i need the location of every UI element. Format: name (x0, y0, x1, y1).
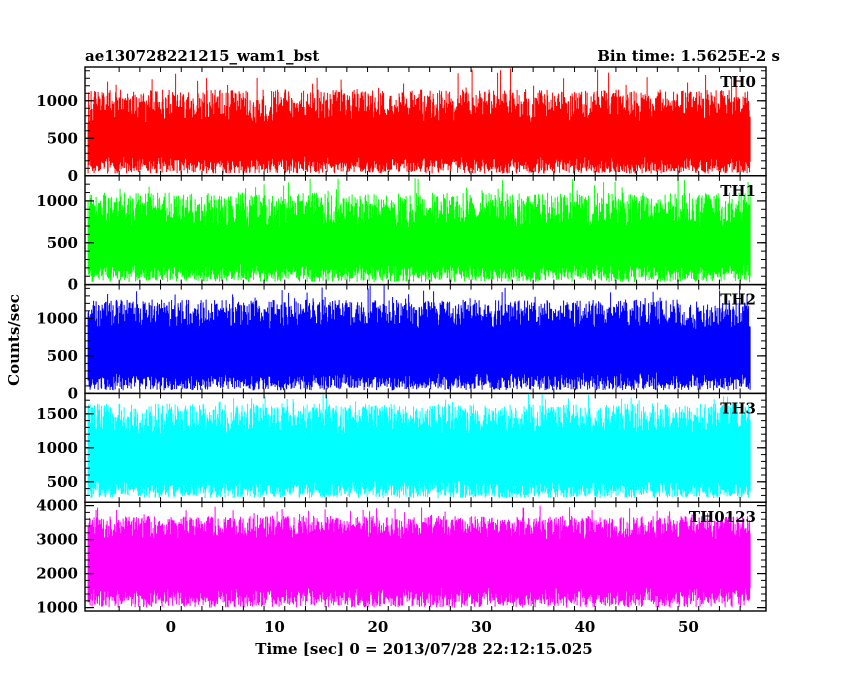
x-tick-label: 10 (264, 618, 285, 636)
panel-frame (84, 501, 767, 612)
y-tick-label: 3000 (36, 531, 78, 549)
y-tick-label: 1000 (36, 439, 78, 457)
panel-th0: 0 500 1000 TH0 (36, 66, 767, 185)
x-tick-label: 40 (574, 618, 595, 636)
y-tick-label: 1000 (36, 92, 78, 110)
y-tick-label: 0 (68, 384, 78, 402)
x-tick-label: 0 (166, 618, 176, 636)
y-tick-label: 0 (68, 167, 78, 185)
y-axis-label: Counts/sec (5, 294, 23, 386)
y-tick-label: 500 (47, 473, 78, 491)
series-th0 (87, 68, 751, 174)
y-tick-label: 1000 (36, 192, 78, 210)
y-tick-label: 1000 (36, 599, 78, 617)
y-tick-label: 0 (68, 276, 78, 294)
x-tick-label: 30 (471, 618, 492, 636)
y-tick-label: 500 (47, 129, 78, 147)
panel-th1: 0 500 1000 TH1 (36, 175, 767, 294)
series-th1 (87, 178, 751, 283)
y-tick-label: 4000 (36, 497, 78, 515)
y-tick-label: 500 (47, 347, 78, 365)
panel-th3: 500 1000 1500 TH3 (36, 392, 767, 503)
y-tick-label: 1500 (36, 405, 78, 423)
panel-label: TH1 (720, 182, 756, 200)
panel-label: TH0 (720, 73, 756, 91)
panel-label: TH3 (720, 399, 756, 417)
chart-title: ae130728221215_wam1_bst (85, 47, 319, 65)
bin-time-label: Bin time: 1.5625E-2 s (597, 47, 780, 65)
panel-th2: 0 500 1000 TH2 (36, 283, 767, 402)
panel-label: TH0123 (689, 508, 756, 526)
series-th3 (87, 393, 751, 499)
y-tick-label: 500 (47, 234, 78, 252)
panel-th0123: 1000 2000 3000 4000 TH0123 (36, 497, 767, 617)
panels-layer: 05001000TH005001000TH105001000TH25001000… (36, 66, 767, 636)
series-th0123 (87, 505, 751, 608)
series-th2 (87, 285, 751, 391)
x-tick-label: 50 (678, 618, 699, 636)
y-tick-label: 1000 (36, 309, 78, 327)
x-tick-label: 20 (367, 618, 388, 636)
x-axis-label: Time [sec] 0 = 2013/07/28 22:12:15.025 (255, 640, 592, 658)
panel-label: TH2 (720, 291, 756, 309)
y-tick-label: 2000 (36, 565, 78, 583)
